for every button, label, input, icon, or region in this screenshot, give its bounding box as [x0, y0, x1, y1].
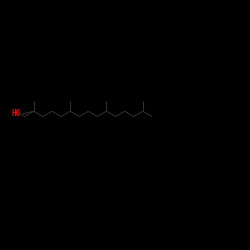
Text: HO: HO	[12, 109, 21, 118]
